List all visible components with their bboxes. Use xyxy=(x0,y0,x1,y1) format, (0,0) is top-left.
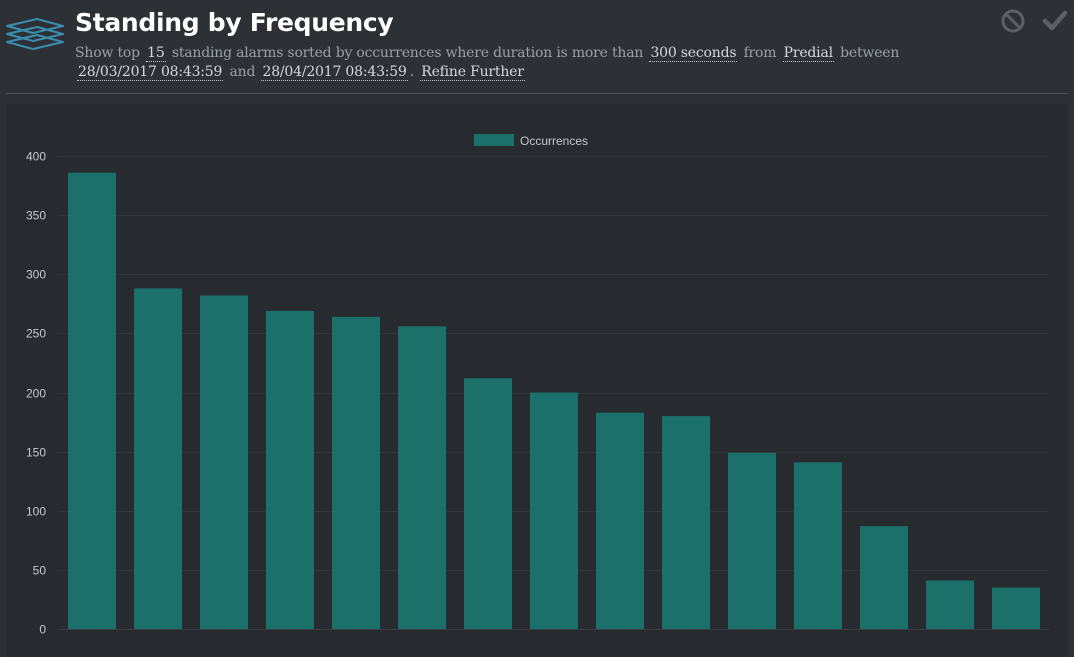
query-description: Show top 15 standing alarms sorted by oc… xyxy=(75,44,975,82)
bar-3[interactable] xyxy=(200,295,248,630)
checkmark-icon xyxy=(1042,10,1068,31)
bar-13[interactable] xyxy=(860,526,908,629)
chart-legend[interactable]: Occurrences xyxy=(474,134,588,148)
bar-7[interactable] xyxy=(464,378,512,629)
legend-label: Occurrences xyxy=(520,134,588,148)
y-tick-label-100: 100 xyxy=(26,505,46,519)
bar-11[interactable] xyxy=(728,452,776,629)
bar-2[interactable] xyxy=(134,288,182,629)
start-date-link[interactable]: 28/03/2017 08:43:59 xyxy=(77,64,224,81)
bar-5[interactable] xyxy=(332,316,380,629)
bar-9[interactable] xyxy=(596,412,644,629)
chart-panel: 0 50 100 150 200 250 300 350 400 Occurrences xyxy=(6,104,1068,657)
cancel-icon xyxy=(1001,9,1025,33)
y-tick-label-350: 350 xyxy=(26,209,46,223)
bar-4[interactable] xyxy=(266,310,314,629)
header-divider xyxy=(6,93,1068,94)
bar-1[interactable] xyxy=(68,172,116,629)
y-tick-label-50: 50 xyxy=(33,564,47,578)
y-tick-label-200: 200 xyxy=(26,387,46,401)
source-link[interactable]: Predial xyxy=(782,45,834,62)
desc-text-5: and xyxy=(229,64,256,80)
bar-chart: 0 50 100 150 200 250 300 350 400 Occurrences xyxy=(26,134,1049,637)
bar-15[interactable] xyxy=(992,587,1040,629)
bar-14[interactable] xyxy=(926,580,974,630)
bar-8[interactable] xyxy=(530,392,578,630)
page-title: Standing by Frequency xyxy=(75,8,394,37)
y-tick-label-250: 250 xyxy=(26,327,46,341)
bar-12[interactable] xyxy=(794,462,842,629)
desc-text-1: Show top xyxy=(75,45,140,61)
y-tick-label-0: 0 xyxy=(39,623,46,637)
y-tick-label-400: 400 xyxy=(26,150,46,164)
header: Standing by Frequency Show top 15 standi… xyxy=(0,0,1074,94)
duration-link[interactable]: 300 seconds xyxy=(649,45,738,62)
y-tick-label-150: 150 xyxy=(26,446,46,460)
desc-text-2: standing alarms sorted by occurrences wh… xyxy=(171,45,644,61)
end-date-link[interactable]: 28/04/2017 08:43:59 xyxy=(261,64,408,81)
top-count-link[interactable]: 15 xyxy=(146,45,166,62)
desc-text-4: between xyxy=(840,45,900,61)
refine-further-link[interactable]: Refine Further xyxy=(420,64,525,81)
bar-6[interactable] xyxy=(398,326,446,629)
layers-icon xyxy=(6,18,64,50)
bar-10[interactable] xyxy=(662,416,710,629)
desc-text-6: . xyxy=(409,64,414,80)
confirm-button[interactable] xyxy=(1042,8,1068,34)
legend-swatch xyxy=(474,134,514,146)
desc-text-3: from xyxy=(743,45,777,61)
cancel-button[interactable] xyxy=(1000,8,1026,34)
y-tick-label-300: 300 xyxy=(26,268,46,282)
